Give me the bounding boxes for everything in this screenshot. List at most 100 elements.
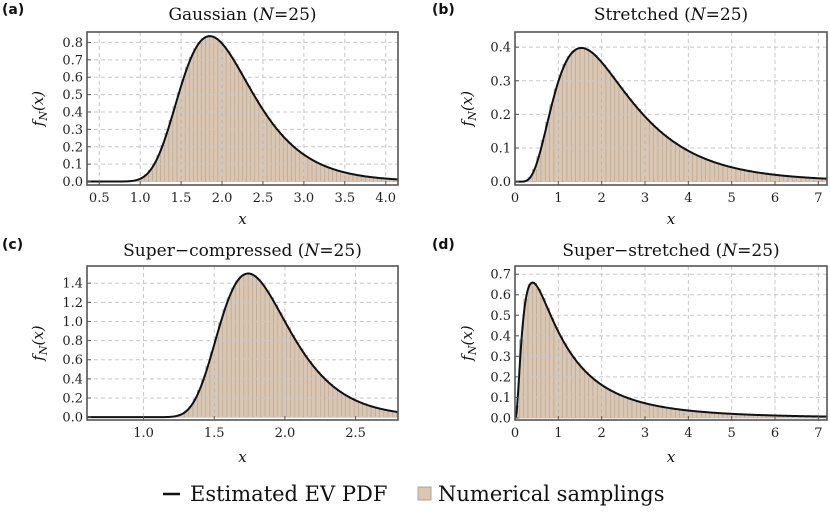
histogram-bar <box>579 367 585 419</box>
histogram-bar <box>558 74 563 182</box>
histogram-bar <box>735 168 741 182</box>
histogram-bar <box>336 390 342 418</box>
histogram-bar <box>662 407 667 419</box>
histogram-bar <box>332 169 337 182</box>
histogram-bar <box>675 144 680 182</box>
y-tick-label: 0.4 <box>490 41 511 56</box>
x-tick-label: 4.0 <box>375 191 396 206</box>
histogram-bar <box>274 129 280 182</box>
histogram-bar <box>303 155 309 182</box>
plot-frame <box>514 265 828 421</box>
panel-label: (c) <box>2 237 23 253</box>
histogram-bar <box>235 280 240 418</box>
panel-title: Stretched (N=25) <box>594 5 748 25</box>
y-tick-label: 0.2 <box>490 108 511 123</box>
y-tick-label: 0.1 <box>490 142 511 157</box>
panel-title: Super−stretched (N=25) <box>562 241 779 261</box>
histogram-bar <box>657 131 663 182</box>
histogram-bar <box>332 387 338 418</box>
y-tick-label: 0.2 <box>490 370 511 385</box>
histogram-bar <box>571 356 576 419</box>
histogram-bar <box>172 106 178 182</box>
histogram-bar <box>176 92 182 182</box>
histogram-bar <box>362 403 368 418</box>
histogram-bar <box>571 51 576 182</box>
histogram-bar <box>718 164 724 182</box>
x-tick-label: 1 <box>554 426 562 441</box>
histogram-bar <box>320 376 325 418</box>
histogram-bar <box>290 335 296 418</box>
y-tick-label: 0.4 <box>62 105 83 120</box>
histogram-bar <box>250 92 256 182</box>
histogram-bar <box>336 170 341 182</box>
x-tick-label: 4 <box>684 426 692 441</box>
histogram-bar <box>311 366 317 418</box>
histogram-bar <box>618 87 624 182</box>
histogram-bar <box>252 275 257 418</box>
y-tick-label: 1.0 <box>62 315 83 330</box>
x-tick-label: 2 <box>598 191 606 206</box>
histogram-bar <box>283 138 288 182</box>
x-tick-label: 6 <box>771 191 779 206</box>
grid <box>87 32 398 185</box>
panel-label: (d) <box>432 237 455 253</box>
histogram-bar <box>315 162 321 182</box>
histogram-bar <box>692 153 698 182</box>
histogram-bar <box>701 157 706 182</box>
histogram-bar <box>601 386 607 419</box>
x-tick-label: 7 <box>814 426 822 441</box>
histogram-bar <box>287 142 292 182</box>
x-tick-label: 3.5 <box>334 191 355 206</box>
y-tick-label: 0.8 <box>62 36 83 51</box>
histogram-bar <box>341 393 346 418</box>
histogram-bar <box>653 405 659 419</box>
histogram-bar <box>213 337 219 418</box>
y-axis-label: fN(x) <box>458 91 479 127</box>
x-tick-label: 2.0 <box>212 191 233 206</box>
y-tick-label: 1.2 <box>62 296 83 311</box>
histogram-bar <box>536 289 542 419</box>
x-tick-label: 2 <box>598 426 606 441</box>
histogram-bar <box>294 342 300 418</box>
histogram-bar <box>740 169 745 182</box>
histogram-bar <box>358 402 363 418</box>
histogram-bar <box>644 118 650 182</box>
y-tick-label: 0.5 <box>62 88 83 103</box>
x-tick-label: 3 <box>641 426 649 441</box>
histogram-bar <box>324 380 329 418</box>
histogram-bar <box>744 170 750 182</box>
histogram-bar <box>605 388 611 419</box>
histogram-bar <box>286 327 291 418</box>
histogram-bar <box>722 165 728 182</box>
histogram-bar <box>714 162 719 182</box>
y-tick-label: 0.4 <box>490 329 511 344</box>
histogram-bar <box>705 159 711 182</box>
histogram-bar <box>229 57 235 182</box>
histogram-bar <box>696 155 702 182</box>
y-tick-label: 0.0 <box>490 411 511 426</box>
panel-b: 0 1 2 3 4 5 6 7 0.0 0.1 0.2 0.3 0.4 (b) Stretched (N=2… <box>432 2 828 228</box>
plot-frame <box>86 31 399 186</box>
histogram-bar <box>627 98 633 182</box>
histogram-bar <box>761 173 767 182</box>
histogram-bar <box>584 48 589 182</box>
estimated-pdf-curve <box>87 272 398 419</box>
panel-a: 0.5 1.0 1.5 2.0 2.5 3.0 3.5 4.0 0.0 0.1 0.2 0.3 0.4 0… <box>2 2 399 228</box>
histogram-bar <box>601 64 607 182</box>
histogram-bar <box>307 361 313 418</box>
x-tick-label: 5 <box>728 426 736 441</box>
histogram-bar <box>549 104 555 182</box>
histogram-bar <box>279 134 284 182</box>
x-tick-label: 1.0 <box>130 191 151 206</box>
y-tick-label: 0.3 <box>62 123 83 138</box>
y-tick-label: 0.8 <box>62 334 83 349</box>
histogram-bar <box>205 36 211 182</box>
histogram-bar <box>757 172 763 182</box>
y-tick-label: 0.7 <box>62 53 83 68</box>
histogram-bar <box>221 45 227 182</box>
histogram-bar <box>709 161 715 182</box>
y-tick-label: 0.5 <box>490 309 511 324</box>
histogram-bar <box>540 298 546 419</box>
histogram-bar <box>545 307 550 419</box>
